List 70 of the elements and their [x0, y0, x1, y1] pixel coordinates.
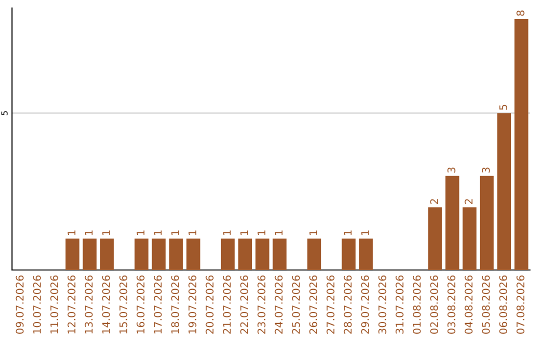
data-label: 1	[154, 230, 162, 235]
bar	[497, 113, 512, 270]
bar	[186, 238, 200, 270]
x-tick-label: 22.07.2026	[240, 276, 248, 334]
bar	[169, 238, 183, 270]
x-tick-label: 12.07.2026	[68, 276, 76, 334]
bar	[359, 238, 373, 270]
data-label: 8	[516, 10, 524, 16]
x-tick-label: 25.07.2026	[292, 276, 300, 334]
x-tick-label: 09.07.2026	[16, 276, 24, 334]
data-label: 1	[171, 230, 179, 235]
bar	[100, 238, 114, 270]
x-tick-label: 16.07.2026	[136, 276, 145, 334]
data-label: 2	[464, 199, 472, 204]
data-label: 1	[188, 230, 196, 235]
x-tick-label: 29.07.2026	[361, 276, 369, 334]
data-label: 3	[447, 168, 456, 173]
x-tick-label: 23.07.2026	[258, 276, 266, 334]
data-label: 1	[223, 230, 231, 235]
x-tick-label: 03.08.2026	[447, 276, 456, 334]
x-tick-label: 10.07.2026	[33, 276, 41, 334]
x-tick-label: 01.08.2026	[412, 276, 421, 334]
data-label: 1	[136, 230, 144, 235]
bar	[428, 207, 442, 270]
bar	[514, 18, 528, 270]
x-tick-label: 04.08.2026	[464, 276, 473, 334]
data-label: 1	[274, 230, 283, 235]
x-tick-label: 21.07.2026	[222, 276, 231, 334]
x-tick-label: 15.07.2026	[119, 276, 128, 334]
bar	[307, 238, 322, 270]
bar	[272, 238, 287, 270]
bar	[462, 207, 476, 270]
bar	[134, 238, 148, 270]
bar	[480, 176, 494, 270]
x-tick-label: 17.07.2026	[154, 276, 162, 334]
data-label: 1	[68, 230, 76, 235]
x-tick-label: 13.07.2026	[84, 276, 93, 334]
x-tick-label: 18.07.2026	[171, 276, 180, 334]
bar	[152, 238, 166, 270]
x-tick-label: 20.07.2026	[206, 276, 214, 334]
x-tick-label: 07.08.2026	[516, 276, 524, 334]
x-tick-label: 24.07.2026	[274, 276, 283, 334]
data-label: 1	[240, 230, 248, 235]
bar	[238, 238, 252, 270]
bar	[255, 238, 270, 270]
x-tick-label: 06.08.2026	[499, 276, 508, 334]
data-label: 1	[102, 230, 110, 235]
bar	[220, 238, 235, 270]
x-tick-label: 30.07.2026	[378, 276, 386, 334]
bar	[445, 176, 460, 270]
x-tick-label: 05.08.2026	[482, 276, 490, 334]
data-label: 1	[361, 230, 369, 235]
x-tick-label: 02.08.2026	[430, 276, 438, 334]
x-tick-label: 26.07.2026	[309, 276, 318, 334]
x-tick-label: 14.07.2026	[102, 276, 110, 334]
x-tick-label: 28.07.2026	[344, 276, 352, 334]
bar	[66, 238, 80, 270]
data-label: 5	[499, 104, 508, 110]
x-tick-label: 31.07.2026	[396, 276, 404, 334]
data-label: 1	[258, 230, 266, 235]
x-tick-label: 19.07.2026	[188, 276, 196, 334]
data-label: 1	[84, 230, 93, 235]
data-label: 3	[482, 168, 490, 173]
bar	[342, 238, 356, 270]
x-tick-label: 27.07.2026	[326, 276, 334, 334]
bar	[82, 238, 97, 270]
data-label: 1	[309, 230, 318, 235]
x-tick-label: 11.07.2026	[50, 276, 58, 334]
data-label: 1	[344, 230, 352, 235]
data-label: 2	[430, 199, 438, 204]
